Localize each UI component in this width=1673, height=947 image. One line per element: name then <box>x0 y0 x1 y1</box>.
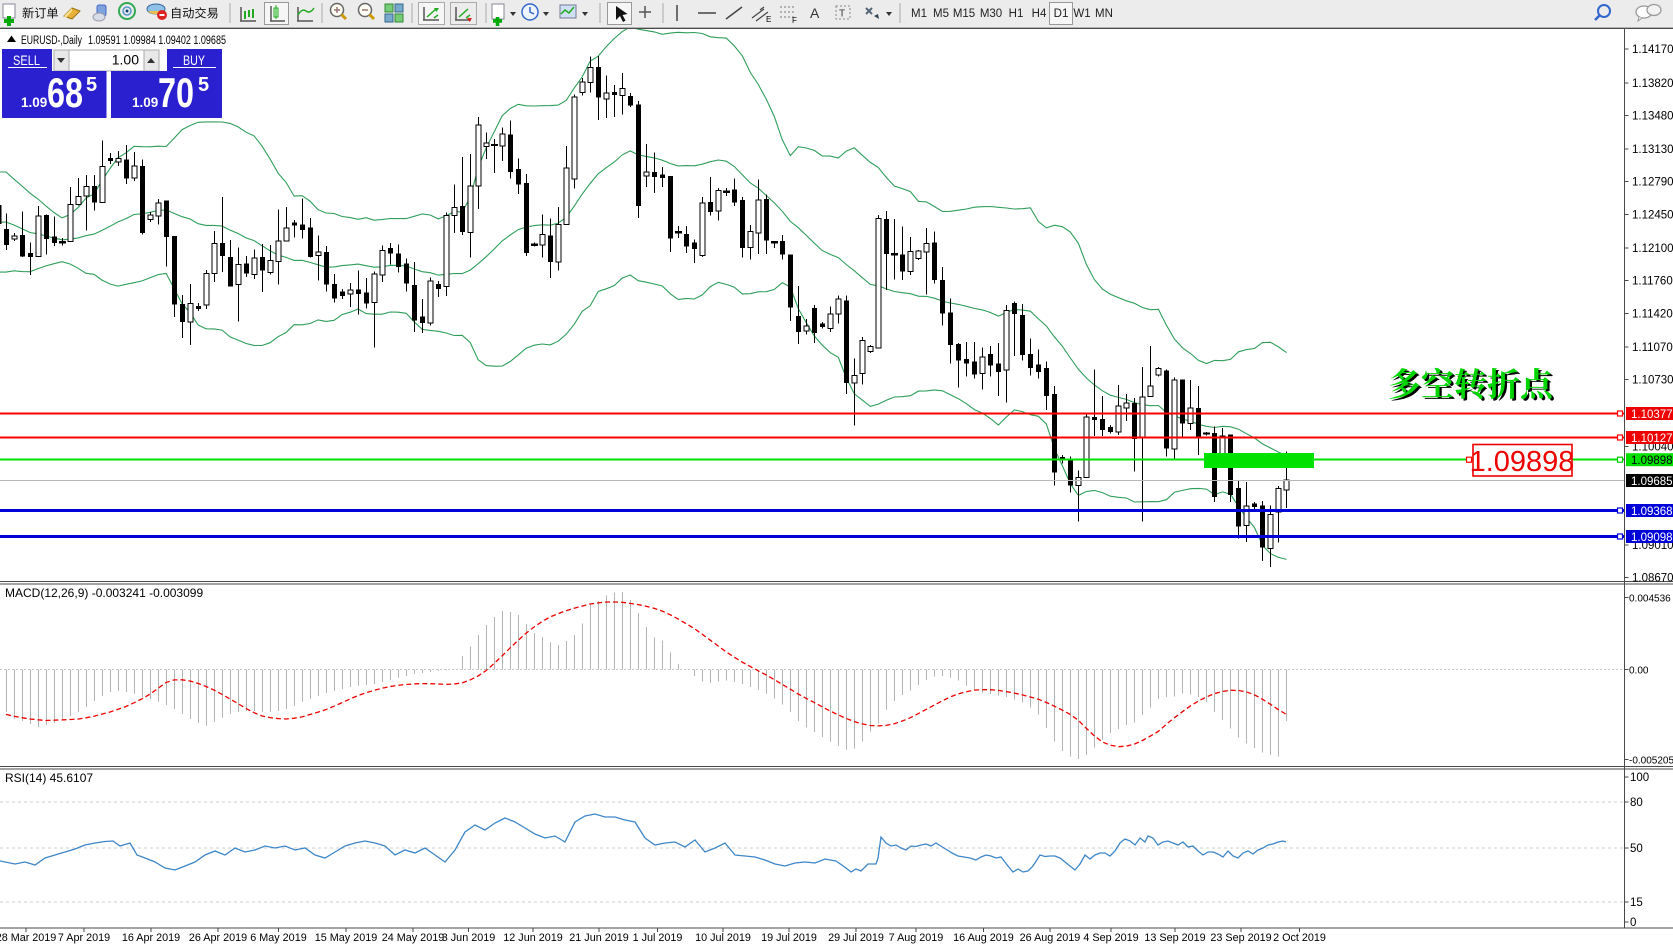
svg-text:5: 5 <box>198 74 209 96</box>
svg-text:H1: H1 <box>1009 8 1024 20</box>
svg-text:T: T <box>839 9 845 20</box>
svg-text:1.00: 1.00 <box>112 52 139 68</box>
svg-text:1.09898: 1.09898 <box>1470 446 1575 478</box>
svg-text:F: F <box>792 16 797 25</box>
svg-text:0: 0 <box>1630 917 1636 929</box>
svg-text:1.13820: 1.13820 <box>1632 78 1673 90</box>
svg-text:1.13480: 1.13480 <box>1632 110 1673 122</box>
svg-text:M1: M1 <box>911 8 927 20</box>
svg-text:1.12790: 1.12790 <box>1632 177 1673 189</box>
svg-text:80: 80 <box>1630 797 1643 809</box>
svg-text:RSI(14) 45.6107: RSI(14) 45.6107 <box>5 771 93 785</box>
svg-text:100: 100 <box>1630 772 1649 784</box>
svg-text:28 Mar 2019: 28 Mar 2019 <box>0 932 56 944</box>
svg-text:26 Aug 2019: 26 Aug 2019 <box>1020 932 1081 944</box>
svg-text:10 Jul 2019: 10 Jul 2019 <box>695 932 751 944</box>
svg-text:MN: MN <box>1095 8 1113 20</box>
svg-text:BUY: BUY <box>183 52 205 68</box>
svg-text:1.14170: 1.14170 <box>1632 44 1673 56</box>
svg-text:16 Aug 2019: 16 Aug 2019 <box>953 932 1014 944</box>
svg-text:1.10040: 1.10040 <box>1632 442 1673 454</box>
svg-text:1.12100: 1.12100 <box>1632 243 1673 255</box>
svg-text:50: 50 <box>1630 843 1643 855</box>
svg-text:5: 5 <box>86 74 97 96</box>
svg-text:7 Aug 2019: 7 Aug 2019 <box>889 932 944 944</box>
svg-text:1.10127: 1.10127 <box>1631 433 1673 445</box>
svg-text:D1: D1 <box>1054 8 1069 20</box>
svg-text:0.004536: 0.004536 <box>1629 594 1671 605</box>
svg-text:M30: M30 <box>980 8 1002 20</box>
svg-text:24 May 2019: 24 May 2019 <box>382 932 444 944</box>
svg-text:1.10377: 1.10377 <box>1631 409 1673 421</box>
svg-text:12 Jun 2019: 12 Jun 2019 <box>503 932 562 944</box>
svg-text:1.09: 1.09 <box>21 95 47 110</box>
svg-text:0.00: 0.00 <box>1629 665 1649 676</box>
svg-text:1.08670: 1.08670 <box>1632 572 1673 584</box>
svg-text:H4: H4 <box>1032 8 1047 20</box>
svg-text:M15: M15 <box>953 8 975 20</box>
svg-text:EURUSD-,Daily: EURUSD-,Daily <box>21 35 82 47</box>
svg-text:16 Apr 2019: 16 Apr 2019 <box>122 932 180 944</box>
svg-text:1.10730: 1.10730 <box>1632 375 1673 387</box>
svg-text:26 Apr 2019: 26 Apr 2019 <box>189 932 247 944</box>
svg-text:1.09898: 1.09898 <box>1631 455 1673 467</box>
svg-text:6 May 2019: 6 May 2019 <box>250 932 306 944</box>
svg-text:4 Sep 2019: 4 Sep 2019 <box>1083 932 1138 944</box>
svg-text:2 Oct 2019: 2 Oct 2019 <box>1273 932 1326 944</box>
svg-text:29 Jul 2019: 29 Jul 2019 <box>828 932 884 944</box>
svg-text:13 Sep 2019: 13 Sep 2019 <box>1144 932 1205 944</box>
svg-text:1.11070: 1.11070 <box>1632 342 1673 354</box>
svg-text:A: A <box>810 5 820 21</box>
svg-text:MACD(12,26,9) -0.003241 -0.003: MACD(12,26,9) -0.003241 -0.003099 <box>5 586 203 600</box>
svg-text:-0.005205: -0.005205 <box>1629 756 1673 767</box>
svg-text:W1: W1 <box>1073 8 1090 20</box>
svg-text:68: 68 <box>47 69 83 116</box>
svg-text:3 Jun 2019: 3 Jun 2019 <box>442 932 495 944</box>
svg-text:1.09685: 1.09685 <box>1631 476 1673 488</box>
svg-text:23 Sep 2019: 23 Sep 2019 <box>1210 932 1271 944</box>
svg-text:21 Jun 2019: 21 Jun 2019 <box>569 932 628 944</box>
svg-text:15: 15 <box>1630 897 1643 909</box>
svg-text:M5: M5 <box>933 8 949 20</box>
svg-text:1.12450: 1.12450 <box>1632 209 1673 221</box>
svg-text:15 May 2019: 15 May 2019 <box>315 932 377 944</box>
svg-text:E: E <box>766 15 771 24</box>
svg-text:SELL: SELL <box>13 52 40 68</box>
svg-text:1.13130: 1.13130 <box>1632 144 1673 156</box>
svg-text:1.11420: 1.11420 <box>1632 308 1673 320</box>
svg-text:19 Jul 2019: 19 Jul 2019 <box>761 932 817 944</box>
svg-text:1 Jul 2019: 1 Jul 2019 <box>633 932 683 944</box>
svg-text:7 Apr 2019: 7 Apr 2019 <box>58 932 110 944</box>
svg-text:1.09098: 1.09098 <box>1631 532 1673 544</box>
svg-text:1.09368: 1.09368 <box>1631 506 1673 518</box>
svg-text:1.11760: 1.11760 <box>1632 276 1673 288</box>
svg-text:1.09591 1.09984 1.09402 1.0968: 1.09591 1.09984 1.09402 1.09685 <box>88 35 226 47</box>
svg-text:70: 70 <box>158 69 194 116</box>
svg-text:1.09: 1.09 <box>132 95 158 110</box>
